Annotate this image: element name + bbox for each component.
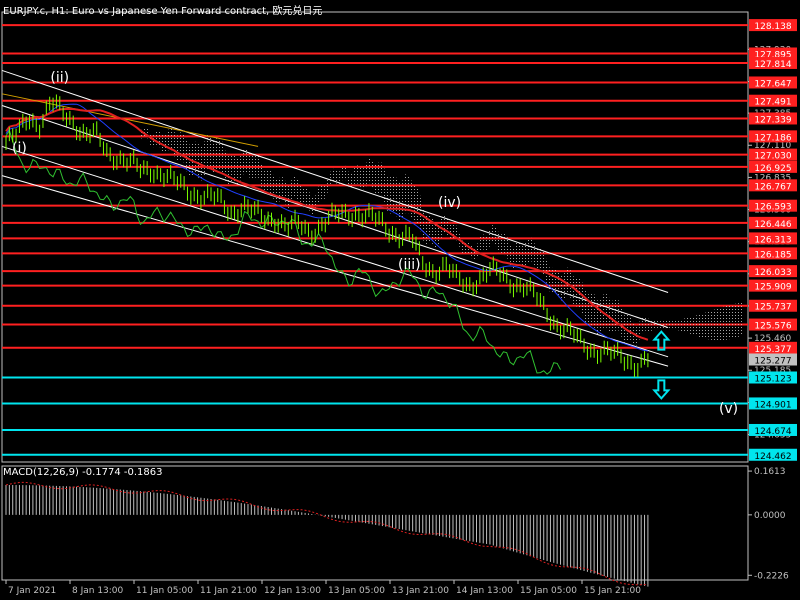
level-label-box — [749, 318, 797, 331]
chart-title: EURJPY.c, H1: Euro vs Japanese Yen Forwa… — [3, 6, 323, 17]
time-tick-label: 11 Jan 05:00 — [136, 586, 193, 596]
macd-pane-border — [1, 465, 749, 581]
level-label: 127.339 — [754, 115, 791, 125]
wave-label: (v) — [719, 401, 738, 417]
current-price-label: 125.277 — [754, 356, 791, 366]
wave-label: (i) — [12, 140, 27, 156]
channel-line — [1, 175, 669, 367]
price-tick-label: 126.835 — [754, 173, 791, 183]
level-label-box — [749, 299, 797, 312]
level-label-box — [749, 247, 797, 260]
price-tick-label: 125.460 — [754, 334, 791, 344]
level-label-box — [749, 47, 797, 60]
level-label: 125.123 — [754, 374, 791, 384]
wave-label: (ii) — [50, 70, 69, 86]
price-tick-label: 125.185 — [754, 366, 791, 376]
level-label: 124.462 — [754, 452, 791, 462]
level-label-box — [749, 130, 797, 143]
level-label-box — [749, 232, 797, 245]
level-label-box — [749, 371, 797, 384]
level-label: 125.737 — [754, 303, 791, 313]
down-arrow-icon — [652, 379, 671, 400]
macd-tick-label: -0.2226 — [754, 571, 789, 581]
chikou-line — [5, 129, 561, 375]
level-label-box — [749, 265, 797, 278]
fib-line — [1, 93, 259, 147]
level-label-box — [749, 448, 797, 461]
up-arrow-icon — [652, 330, 671, 351]
level-label-box — [749, 199, 797, 212]
level-label-box — [749, 76, 797, 89]
price-tick-label: 127.110 — [754, 141, 791, 151]
level-label: 125.909 — [754, 283, 791, 293]
macd-title: MACD(12,26,9) -0.1774 -0.1863 — [3, 467, 163, 478]
level-label-box — [749, 279, 797, 292]
macd-tick-label: 0.0000 — [754, 511, 786, 521]
level-label: 127.186 — [754, 133, 791, 143]
wave-label: (iv) — [438, 195, 461, 211]
level-label-box — [749, 160, 797, 173]
level-label: 126.313 — [754, 235, 791, 245]
time-tick-label: 12 Jan 13:00 — [264, 586, 321, 596]
level-label-box — [749, 179, 797, 192]
level-label-box — [749, 341, 797, 354]
level-label: 127.491 — [754, 98, 791, 108]
level-label: 125.576 — [754, 322, 791, 332]
level-label: 126.593 — [754, 203, 791, 213]
level-label: 126.767 — [754, 182, 791, 192]
time-tick-label: 15 Jan 21:00 — [584, 586, 641, 596]
level-label: 126.925 — [754, 164, 791, 174]
price-pane-border — [1, 11, 749, 463]
level-label: 125.377 — [754, 345, 791, 355]
current-price-box — [749, 353, 797, 366]
level-label-box — [749, 397, 797, 410]
time-tick-label: 15 Jan 05:00 — [520, 586, 577, 596]
macd-tick-label: 0.1613 — [754, 467, 786, 477]
level-label: 124.901 — [754, 400, 791, 410]
level-label-box — [749, 19, 797, 32]
level-label: 126.033 — [754, 268, 791, 278]
time-tick-label: 14 Jan 13:00 — [456, 586, 513, 596]
ichimoku-cloud — [140, 126, 742, 347]
channel-line — [1, 69, 669, 293]
level-label: 126.185 — [754, 250, 791, 260]
time-tick-label: 8 Jan 13:00 — [72, 586, 124, 596]
time-tick-label: 13 Jan 05:00 — [328, 586, 385, 596]
level-label: 128.138 — [754, 22, 791, 32]
level-label-box — [749, 216, 797, 229]
level-label-box — [749, 112, 797, 125]
time-tick-label: 11 Jan 21:00 — [200, 586, 257, 596]
level-label-box — [749, 56, 797, 69]
wave-label: (iii) — [398, 257, 421, 273]
level-label: 127.647 — [754, 79, 791, 89]
time-tick-label: 13 Jan 21:00 — [392, 586, 449, 596]
level-label-box — [749, 94, 797, 107]
level-label: 124.674 — [754, 427, 791, 437]
level-label: 127.895 — [754, 50, 791, 60]
level-label: 126.446 — [754, 220, 791, 230]
time-tick-label: 7 Jan 2021 — [8, 586, 56, 596]
macd-signal-line — [5, 481, 648, 586]
level-label: 127.814 — [754, 60, 791, 70]
level-label-box — [749, 423, 797, 436]
level-label-box — [749, 148, 797, 161]
level-label: 127.030 — [754, 152, 791, 162]
kijun-line — [5, 107, 649, 341]
tenkan-line — [5, 103, 648, 352]
